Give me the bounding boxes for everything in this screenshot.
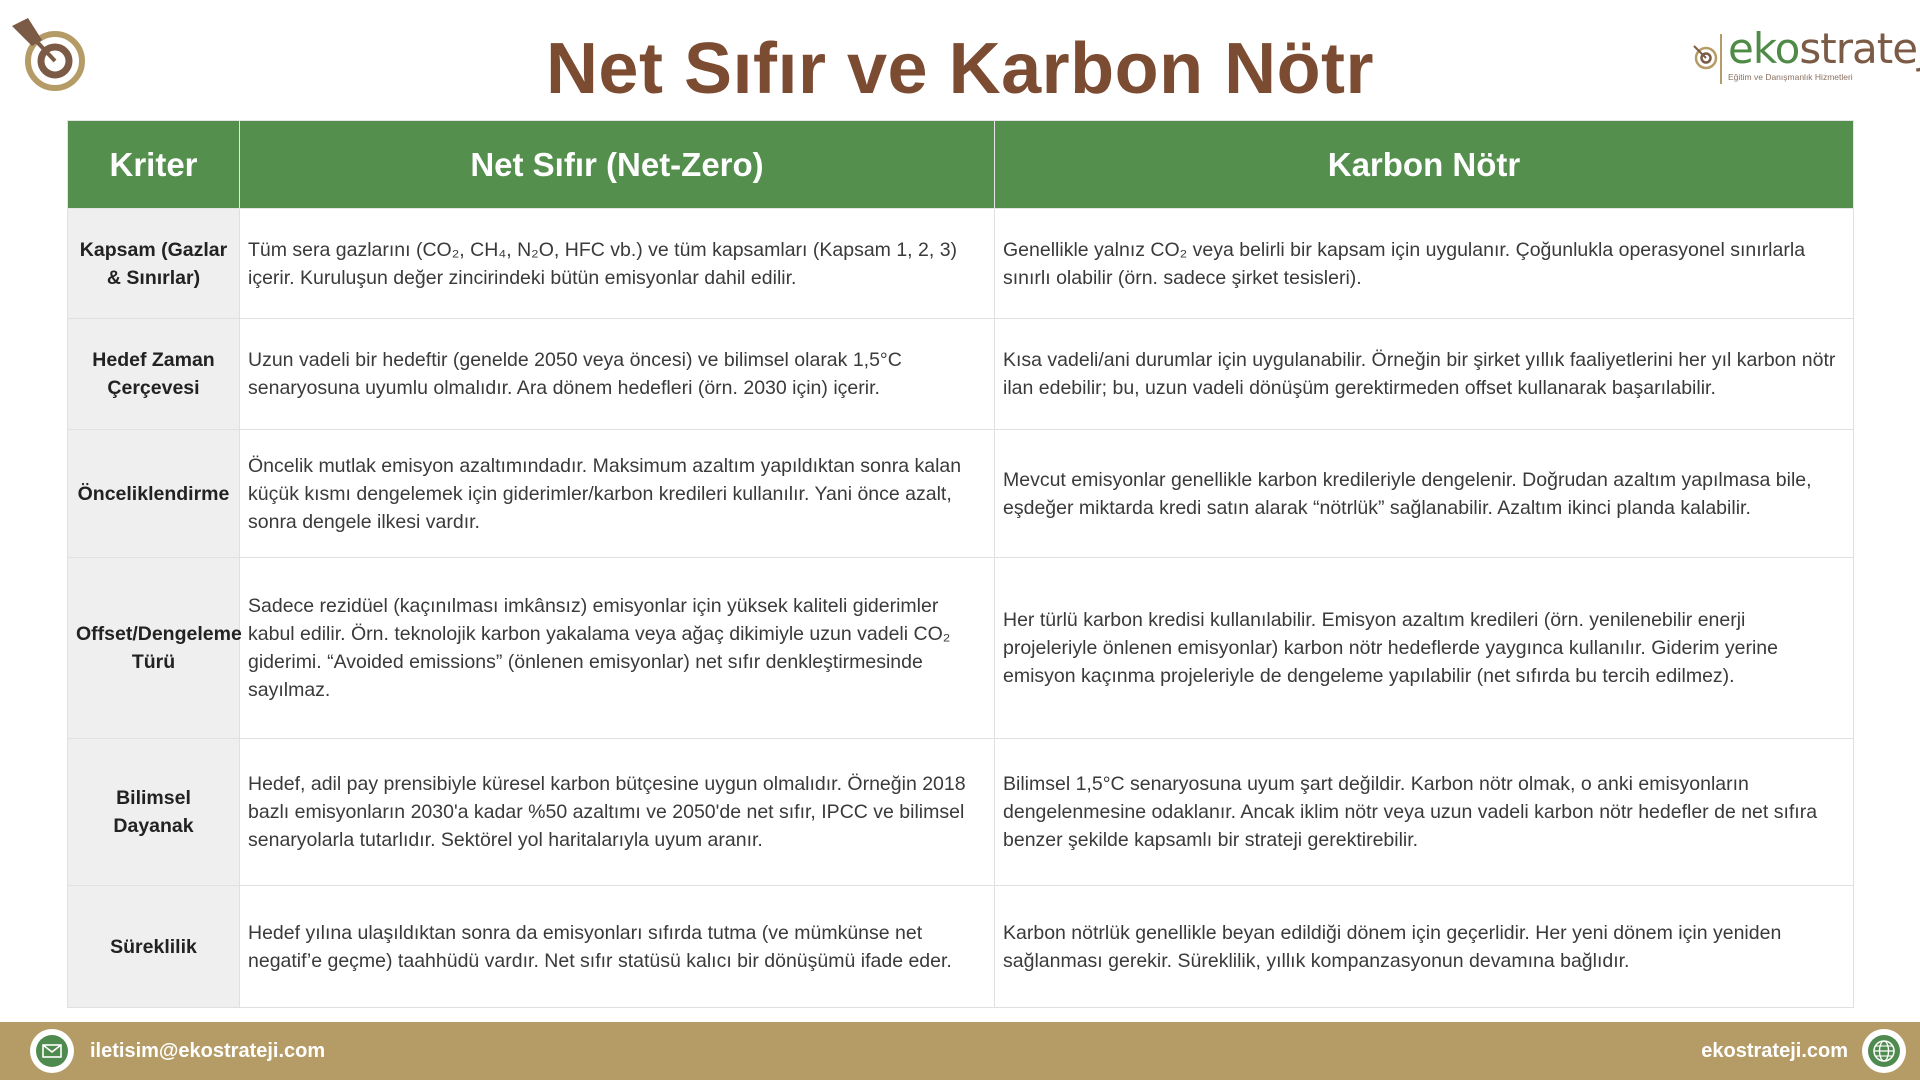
cell-carbon-neutral: Karbon nötrlük genellikle beyan edildiği… (994, 885, 1854, 1008)
target-arrow-logo-icon (12, 18, 85, 91)
comparison-table: Kriter Net Sıfır (Net-Zero) Karbon Nötr … (67, 120, 1854, 1008)
brand-green: eko (1728, 24, 1800, 73)
footer-email-link[interactable]: iletisim@ekostrateji.com (90, 1039, 326, 1062)
table-row: Hedef Zaman Çerçevesi Uzun vadeli bir hed… (67, 318, 1854, 430)
table-header-row: Kriter Net Sıfır (Net-Zero) Karbon Nötr (67, 120, 1854, 209)
brand-brown: strateji (1799, 24, 1920, 73)
cell-criterion: Offset/Dengeleme Türü (67, 557, 242, 739)
table-row: Süreklilik Hedef yılına ulaşıldıktan sonr… (67, 885, 1854, 1008)
cell-net-zero: Tüm sera gazlarını (CO₂, CH₄, N₂O, HFC v… (239, 208, 995, 319)
table-row: Bilimsel Dayanak Hedef, adil pay prensibi… (67, 738, 1854, 886)
globe-icon (1862, 1029, 1906, 1073)
cell-carbon-neutral: Mevcut emisyonlar genellikle karbon kred… (994, 429, 1854, 558)
footer-website-link[interactable]: ekostrateji.com (1701, 1039, 1848, 1062)
cell-criterion: Bilimsel Dayanak (67, 738, 240, 886)
brand-tagline: Eğitim ve Danışmanlık Hizmetleri (1728, 72, 1853, 82)
envelope-icon (30, 1029, 74, 1073)
page-title: Net Sıfır ve Karbon Nötr (545, 29, 1375, 109)
table-row: Offset/Dengeleme Türü Sadece rezidüel (ka… (67, 557, 1854, 739)
cell-net-zero: Hedef yılına ulaşıldıktan sonra da emisy… (239, 885, 995, 1008)
header-carbon-neutral: Karbon Nötr (994, 120, 1854, 209)
cell-carbon-neutral: Genellikle yalnız CO₂ veya belirli bir k… (994, 208, 1854, 319)
cell-carbon-neutral: Kısa vadeli/ani durumlar için uygulanabi… (994, 318, 1854, 430)
header-net-zero: Net Sıfır (Net-Zero) (239, 120, 995, 209)
cell-criterion: Önceliklendirme (67, 429, 240, 558)
cell-criterion: Süreklilik (67, 885, 240, 1008)
cell-net-zero: Hedef, adil pay prensibiyle küresel karb… (239, 738, 995, 886)
header-criterion: Kriter (67, 120, 240, 209)
table-row: Kapsam (Gazlar & Sınırlar) Tüm sera gazla… (67, 208, 1854, 319)
table-row: Önceliklendirme Öncelik mutlak emisyon az… (67, 429, 1854, 558)
cell-carbon-neutral: Bilimsel 1,5°C senaryosuna uyum şart değ… (994, 738, 1854, 886)
cell-criterion: Kapsam (Gazlar & Sınırlar) (67, 208, 240, 319)
logo-divider (1720, 34, 1722, 84)
ekostrateji-logo: ekostrateji Eğitim ve Danışmanlık Hizmet… (1692, 24, 1920, 90)
target-logo-icon (1693, 45, 1718, 70)
footer: iletisim@ekostrateji.com ekostrateji.com (0, 1022, 1920, 1080)
cell-net-zero: Öncelik mutlak emisyon azaltımındadır. M… (239, 429, 995, 558)
cell-net-zero: Sadece rezidüel (kaçınılması imkânsız) e… (239, 557, 995, 739)
cell-net-zero: Uzun vadeli bir hedeftir (genelde 2050 v… (239, 318, 995, 430)
cell-carbon-neutral: Her türlü karbon kredisi kullanılabilir.… (994, 557, 1854, 739)
cell-criterion: Hedef Zaman Çerçevesi (67, 318, 240, 430)
